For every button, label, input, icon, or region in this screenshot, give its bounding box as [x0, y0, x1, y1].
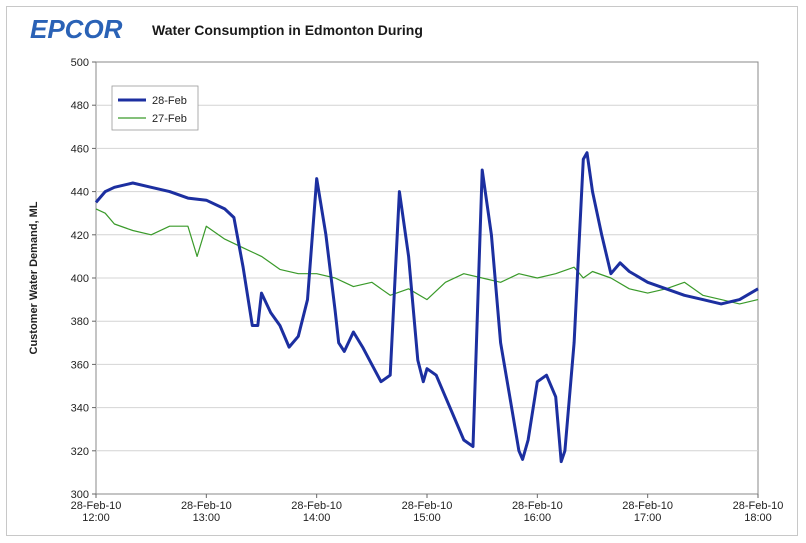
x-tick-label-date: 28-Feb-10: [622, 500, 673, 512]
y-tick-label: 460: [71, 143, 89, 155]
x-tick-label-time: 15:00: [413, 512, 441, 524]
y-tick-label: 340: [71, 403, 89, 415]
epcor-logo: EPCOR: [30, 14, 123, 44]
series-line-27-feb: [95, 208, 759, 305]
x-tick-label-time: 12:00: [82, 512, 110, 524]
x-axis: 28-Feb-1012:0028-Feb-1013:0028-Feb-1014:…: [71, 494, 784, 524]
legend: 28-Feb 27-Feb: [111, 85, 199, 131]
x-tick-label-date: 28-Feb-10: [733, 500, 784, 512]
series-layer: [94, 151, 759, 464]
x-tick-label-date: 28-Feb-10: [181, 500, 232, 512]
y-tick-label: 380: [71, 316, 89, 328]
y-tick-label: 400: [71, 273, 89, 285]
legend-label-27-feb: 27-Feb: [152, 113, 187, 125]
x-tick-label-date: 28-Feb-10: [402, 500, 453, 512]
y-tick-label: 500: [71, 57, 89, 69]
x-tick-label-time: 13:00: [193, 512, 221, 524]
y-tick-label: 360: [71, 359, 89, 371]
x-tick-label-time: 18:00: [744, 512, 772, 524]
y-tick-label: 300: [71, 489, 89, 501]
x-tick-label-date: 28-Feb-10: [291, 500, 342, 512]
series-line-28-feb: [94, 151, 759, 464]
x-tick-label-date: 28-Feb-10: [512, 500, 563, 512]
y-tick-label: 420: [71, 230, 89, 242]
y-tick-label: 440: [71, 187, 89, 199]
x-tick-label-date: 28-Feb-10: [71, 500, 122, 512]
y-tick-label: 480: [71, 100, 89, 112]
x-tick-label-time: 17:00: [634, 512, 662, 524]
legend-label-28-feb: 28-Feb: [152, 95, 187, 107]
y-tick-label: 320: [71, 446, 89, 458]
chart-title: Water Consumption in Edmonton During: [152, 22, 423, 38]
y-grid: [96, 104, 758, 452]
legend-box: [111, 85, 199, 131]
x-tick-label-time: 16:00: [524, 512, 552, 524]
y-axis-label: Customer Water Demand, ML: [28, 201, 40, 354]
chart-frame: [6, 6, 798, 536]
x-tick-label-time: 14:00: [303, 512, 331, 524]
y-axis: 300 320 340 360 380 400 420 440 460 480 500: [71, 57, 96, 501]
